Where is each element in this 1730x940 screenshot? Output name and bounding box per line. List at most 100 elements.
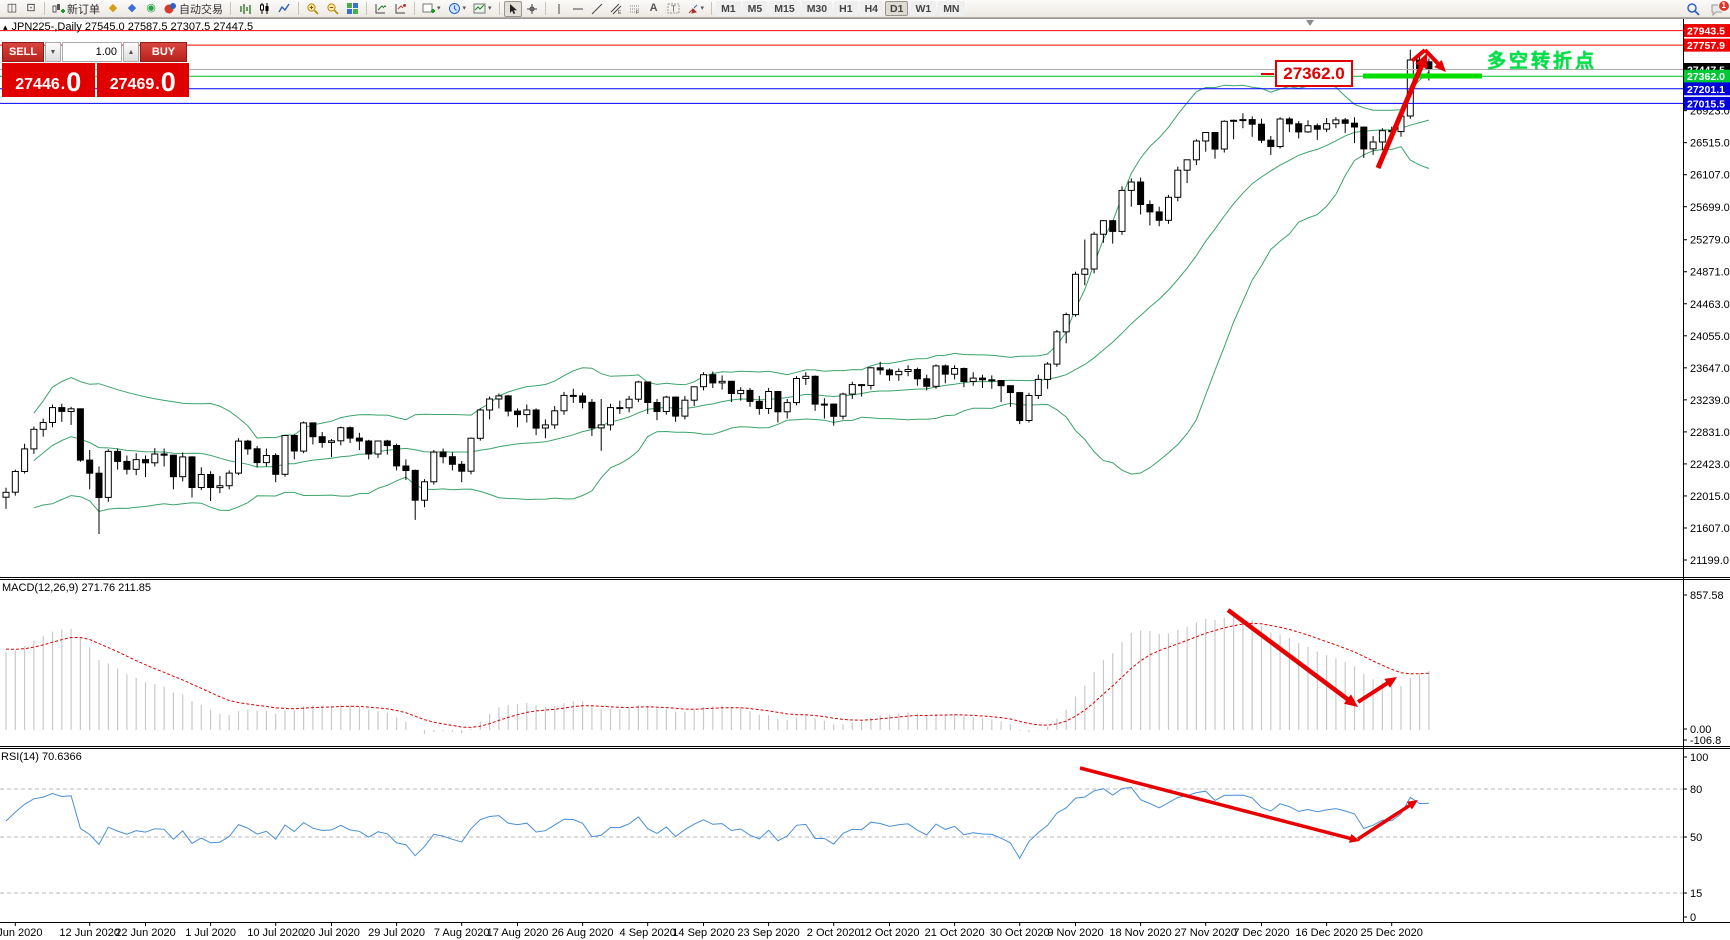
crosshair-tool[interactable] (523, 1, 541, 17)
volume-increase-button[interactable]: ▲ (123, 42, 139, 62)
svg-text:E: E (618, 10, 622, 15)
cursor-tool[interactable] (503, 0, 522, 17)
arrows-tool[interactable]: ▾ (684, 1, 708, 17)
sell-price[interactable]: 27446. 0 (2, 63, 95, 97)
volume-decrease-button[interactable]: ▼ (45, 42, 61, 62)
timeframe-h1[interactable]: H1 (834, 1, 858, 16)
one-click-trading-panel: SELL ▼ ▲ BUY 27446.0 27469.0 (2, 42, 189, 97)
date-label: 29 Jul 2020 (368, 927, 425, 939)
community-icon[interactable]: ◆ (127, 2, 137, 14)
svg-text:27362.0: 27362.0 (1687, 71, 1725, 83)
candlestick-mode-icon[interactable] (255, 1, 274, 17)
trendline-tool[interactable] (588, 1, 606, 17)
equidistant-channel-tool[interactable]: E (607, 1, 625, 17)
horizontal-line-tool[interactable] (569, 1, 587, 17)
price-tick-label: 22423.0 (1690, 459, 1730, 471)
date-label: 17 Aug 2020 (487, 927, 549, 939)
market-icon[interactable]: ◆ (108, 2, 118, 14)
toolbar-separator (711, 2, 713, 15)
toolbar-separator (44, 2, 45, 15)
new-order-button[interactable]: 新订单 (49, 1, 103, 17)
macd-axis-label: -106.8 (1690, 735, 1721, 747)
rsi-axis-label: 50 (1690, 832, 1702, 844)
notifications-icon[interactable]: 1 (1707, 0, 1730, 17)
price-level-annotation-box[interactable]: 27362.0 (1275, 60, 1353, 87)
price-tick-label: 21607.0 (1690, 523, 1730, 535)
sell-price-pips: 0 (66, 67, 82, 97)
chart-title: ▴ JPN225-,Daily 27545.0 27587.5 27307.5 … (3, 21, 253, 33)
line-chart-mode-icon[interactable] (275, 1, 294, 17)
signals-icon[interactable]: ◉ (146, 2, 156, 14)
price-badge (1684, 24, 1730, 38)
timeframe-mn[interactable]: MN (938, 1, 965, 16)
volume-input[interactable] (62, 42, 122, 62)
svg-text:27943.5: 27943.5 (1687, 26, 1725, 38)
macd-indicator-label: MACD(12,26,9) 271.76 211.85 (2, 582, 151, 594)
auto-trading-button[interactable]: 自动交易 (161, 1, 226, 17)
buy-price-int: 27469 (109, 76, 155, 93)
timeframe-w1[interactable]: W1 (910, 1, 937, 16)
date-label: 30 Oct 2020 (990, 927, 1050, 939)
price-tick-label: 24463.0 (1690, 299, 1730, 311)
bar-chart-mode-icon[interactable] (235, 1, 254, 17)
vertical-line-tool[interactable] (550, 1, 568, 17)
price-tick-label: 22831.0 (1690, 427, 1730, 439)
buy-price-pips: 0 (160, 67, 176, 97)
date-label: 7 Dec 2020 (1233, 927, 1289, 939)
svg-text:27201.1: 27201.1 (1687, 84, 1725, 96)
macd-signal-line (5, 622, 1429, 728)
date-label: 18 Nov 2020 (1109, 927, 1171, 939)
buy-price[interactable]: 27469. 0 (96, 63, 189, 97)
price-tick-label: 23239.0 (1690, 395, 1730, 407)
main-toolbar: ◫ ⊡ 新订单 ◆ ◆ ◉ 自动交易 ▾ ▾ ▾ E F A T ▾ M1 M5 M… (0, 0, 1730, 18)
text-tool[interactable]: A (649, 2, 658, 14)
annotation-arrows[interactable] (1079, 48, 1482, 843)
rsi-panel (0, 786, 1683, 894)
chart-preview-icon[interactable]: ⊡ (26, 2, 36, 14)
macd-axis-label: 857.58 (1690, 590, 1724, 602)
rsi-indicator-label: RSI(14) 70.6366 (1, 751, 82, 763)
price-tick-label: 25699.0 (1690, 202, 1730, 214)
bollinger-bands (33, 71, 1430, 513)
macd-histogram (5, 616, 1430, 734)
sell-button[interactable]: SELL (2, 42, 44, 62)
price-badge (1684, 96, 1730, 110)
date-label: 14 Sep 2020 (672, 927, 734, 939)
new-chart-window-icon[interactable]: ◫ (6, 2, 18, 14)
toolbar-separator (544, 2, 546, 15)
date-label: 23 Sep 2020 (737, 927, 799, 939)
buy-button[interactable]: BUY (140, 42, 187, 62)
symbol-marker-icon: ▴ (3, 21, 8, 32)
date-label: 2 Oct 2020 (807, 927, 861, 939)
timeframe-m30[interactable]: M30 (801, 1, 833, 16)
svg-text:27757.9: 27757.9 (1687, 40, 1725, 52)
date-label: 27 Nov 2020 (1175, 927, 1237, 939)
search-icon[interactable] (1683, 1, 1703, 17)
auto-scroll-icon[interactable] (371, 1, 390, 17)
periods-icon[interactable]: ▾ (445, 1, 470, 17)
trade-prices-row: 27446. 0 27469. 0 (2, 63, 189, 97)
timeframe-m5[interactable]: M5 (742, 1, 768, 16)
tile-windows-icon[interactable] (343, 1, 362, 17)
svg-text:F: F (636, 10, 639, 15)
text-label-tool[interactable]: T (664, 1, 683, 17)
templates-icon[interactable]: ▾ (470, 1, 495, 17)
zoom-in-icon[interactable] (303, 1, 322, 17)
indicators-icon[interactable]: ▾ (419, 1, 444, 17)
fibonacci-tool[interactable]: F (626, 1, 644, 17)
date-label: 16 Dec 2020 (1295, 927, 1357, 939)
toolbar-separator (414, 2, 415, 15)
zoom-out-icon[interactable] (323, 1, 342, 17)
toolbar-separator (498, 2, 500, 15)
new-order-icon (52, 4, 65, 13)
timeframe-h4[interactable]: H4 (859, 1, 883, 16)
turning-point-annotation[interactable]: 多空转折点 (1487, 51, 1598, 72)
chart-shift-icon[interactable] (391, 1, 410, 17)
timeframe-m15[interactable]: M15 (769, 1, 800, 16)
timeframe-d1[interactable]: D1 (885, 1, 909, 16)
timeframe-m1[interactable]: M1 (716, 1, 741, 16)
date-label: 26 Aug 2020 (552, 927, 614, 939)
rsi-line (5, 786, 1429, 860)
price-tick-label: 23647.0 (1690, 363, 1730, 375)
